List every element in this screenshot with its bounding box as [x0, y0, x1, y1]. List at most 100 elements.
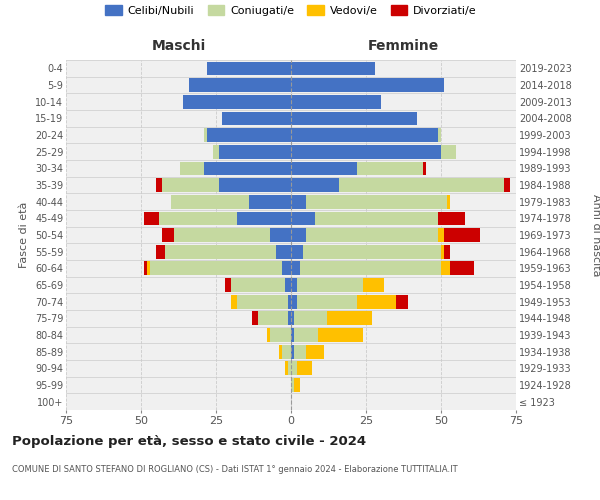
Bar — [237, 295, 288, 308]
Bar — [270, 328, 291, 342]
Bar — [156, 178, 162, 192]
Bar — [258, 312, 288, 325]
Bar — [450, 262, 474, 275]
Bar — [174, 228, 270, 242]
Bar — [318, 328, 363, 342]
Bar — [306, 195, 447, 208]
Bar — [144, 212, 159, 225]
Bar — [291, 145, 441, 158]
Bar — [294, 378, 300, 392]
Bar — [339, 178, 504, 192]
Bar — [219, 178, 291, 192]
Bar — [306, 228, 438, 242]
Bar — [291, 78, 444, 92]
Bar — [288, 295, 291, 308]
Text: Maschi: Maschi — [151, 39, 206, 53]
Bar — [285, 278, 291, 292]
Bar — [291, 112, 417, 125]
Text: Femmine: Femmine — [368, 39, 439, 53]
Bar — [291, 362, 297, 375]
Bar — [447, 195, 450, 208]
Bar — [204, 162, 291, 175]
Bar — [291, 245, 303, 258]
Bar — [231, 278, 285, 292]
Bar — [207, 128, 291, 142]
Bar — [204, 128, 207, 142]
Bar — [291, 312, 294, 325]
Bar — [438, 228, 444, 242]
Bar — [294, 312, 327, 325]
Bar — [213, 145, 219, 158]
Bar — [225, 278, 231, 292]
Bar — [291, 195, 306, 208]
Bar — [444, 228, 480, 242]
Bar — [504, 178, 510, 192]
Y-axis label: Anni di nascita: Anni di nascita — [591, 194, 600, 276]
Bar — [165, 245, 276, 258]
Bar — [306, 345, 324, 358]
Bar — [189, 78, 291, 92]
Y-axis label: Fasce di età: Fasce di età — [19, 202, 29, 268]
Bar — [291, 278, 297, 292]
Bar — [294, 328, 318, 342]
Bar — [291, 262, 300, 275]
Bar — [291, 62, 375, 75]
Bar — [438, 212, 465, 225]
Bar — [297, 362, 312, 375]
Bar — [285, 362, 288, 375]
Bar — [291, 378, 294, 392]
Bar — [444, 245, 450, 258]
Bar — [441, 245, 444, 258]
Bar — [327, 312, 372, 325]
Bar — [180, 162, 204, 175]
Bar — [288, 312, 291, 325]
Text: COMUNE DI SANTO STEFANO DI ROGLIANO (CS) - Dati ISTAT 1° gennaio 2024 - Elaboraz: COMUNE DI SANTO STEFANO DI ROGLIANO (CS)… — [12, 465, 458, 474]
Bar — [270, 228, 291, 242]
Bar — [219, 145, 291, 158]
Text: Popolazione per età, sesso e stato civile - 2024: Popolazione per età, sesso e stato civil… — [12, 435, 366, 448]
Bar — [282, 262, 291, 275]
Bar — [279, 345, 282, 358]
Bar — [303, 245, 441, 258]
Bar — [231, 295, 237, 308]
Bar — [291, 295, 297, 308]
Bar — [297, 295, 357, 308]
Bar — [300, 262, 441, 275]
Bar — [441, 145, 456, 158]
Bar — [162, 178, 219, 192]
Bar — [315, 212, 438, 225]
Bar — [249, 195, 291, 208]
Bar — [183, 95, 291, 108]
Bar — [291, 228, 306, 242]
Bar — [162, 228, 174, 242]
Bar — [159, 212, 237, 225]
Bar — [150, 262, 282, 275]
Bar — [291, 162, 357, 175]
Bar — [222, 112, 291, 125]
Bar — [144, 262, 147, 275]
Bar — [291, 345, 294, 358]
Bar — [147, 262, 150, 275]
Bar — [291, 95, 381, 108]
Bar — [156, 245, 165, 258]
Bar — [294, 345, 306, 358]
Bar — [357, 162, 423, 175]
Bar — [267, 328, 270, 342]
Bar — [276, 245, 291, 258]
Legend: Celibi/Nubili, Coniugati/e, Vedovi/e, Divorziati/e: Celibi/Nubili, Coniugati/e, Vedovi/e, Di… — [102, 2, 480, 20]
Bar — [237, 212, 291, 225]
Bar — [396, 295, 408, 308]
Bar — [291, 178, 339, 192]
Bar — [441, 262, 450, 275]
Bar — [291, 128, 438, 142]
Bar — [291, 212, 315, 225]
Bar — [363, 278, 384, 292]
Bar — [357, 295, 396, 308]
Bar — [252, 312, 258, 325]
Bar — [438, 128, 441, 142]
Bar — [423, 162, 426, 175]
Bar — [282, 345, 291, 358]
Bar — [297, 278, 363, 292]
Bar — [291, 328, 294, 342]
Bar — [207, 62, 291, 75]
